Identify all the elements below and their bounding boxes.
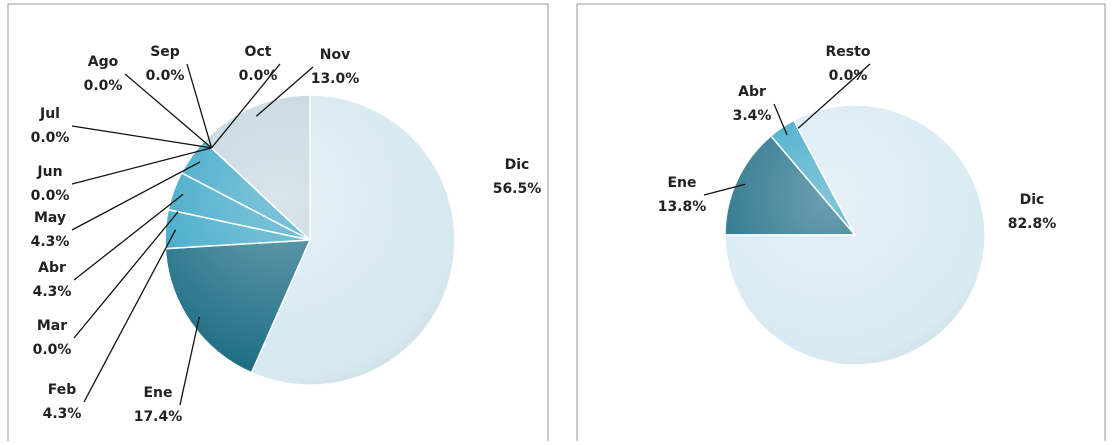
leader-line [179,316,200,406]
slice-label: Nov [320,47,350,63]
slice-label: Oct [245,44,272,60]
leader-line [83,229,177,403]
leader-line [71,125,212,149]
slice-label: Mar [37,318,67,334]
slice-label: Feb [48,382,77,398]
slice-value: 4.3% [33,284,72,300]
slice-label: Sep [150,44,180,60]
slice-label: Jul [39,106,60,122]
leader-line [124,73,212,149]
leader-line [71,147,212,185]
slice-value: 0.0% [146,68,185,84]
slice-label: Abr [38,260,66,276]
slice-value: 0.0% [239,68,278,84]
slice-label: Ago [88,54,119,70]
slice-label: Ene [667,175,696,191]
leader-line [211,63,281,149]
slice-value: 13.8% [658,199,707,215]
slice-label: Dic [505,157,530,173]
leader-line [73,193,184,281]
slice-value: 82.8% [1008,216,1057,232]
leader-line [773,103,788,136]
slice-label: May [34,210,66,226]
slice-label: Ene [143,385,172,401]
leader-line [703,183,746,196]
slice-value: 13.0% [311,71,360,87]
slice-value: 17.4% [134,409,183,425]
slice-value: 0.0% [829,68,868,84]
slice-value: 0.0% [33,342,72,358]
slice-value: 4.3% [31,234,70,250]
slice-label: Abr [738,84,766,100]
leader-line [255,66,314,117]
leader-line [71,161,201,231]
slice-value: 0.0% [84,78,123,94]
slice-value: 0.0% [31,130,70,146]
slice-value: 3.4% [733,108,772,124]
slice-value: 4.3% [43,406,82,422]
slice-label: Dic [1020,192,1045,208]
slice-value: 0.0% [31,188,70,204]
leader-line [73,211,179,339]
slice-label: Resto [826,44,871,60]
slice-label: Jun [36,164,62,180]
leader-line [797,63,871,129]
slice-value: 56.5% [493,181,542,197]
leader-line [186,63,213,149]
